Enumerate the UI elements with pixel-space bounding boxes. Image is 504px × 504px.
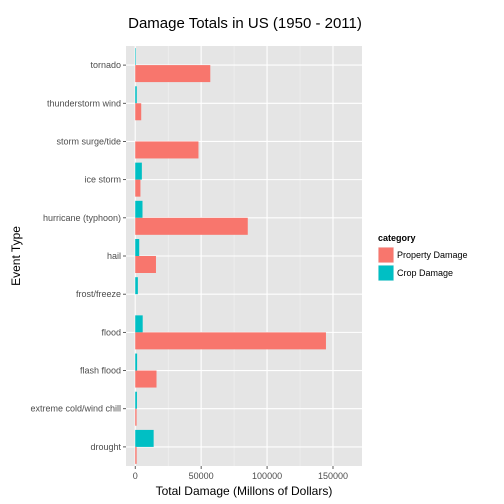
bar-property-damage [135, 65, 211, 83]
y-tick-label: flash flood [80, 366, 121, 376]
bar-property-damage [135, 370, 157, 388]
legend: category Property Damage Crop Damage [378, 233, 468, 281]
bar-crop-damage [135, 239, 140, 256]
bar-property-damage [135, 408, 137, 426]
bar-crop-damage [135, 48, 136, 66]
bar-crop-damage [135, 200, 143, 218]
y-tick-label: frost/freeze [76, 289, 121, 299]
legend-label: Property Damage [397, 250, 468, 260]
bar-property-damage [135, 179, 141, 197]
legend-label: Crop Damage [397, 268, 453, 278]
y-tick-label: flood [101, 327, 121, 337]
bar-crop-damage [135, 86, 137, 104]
bar-property-damage [135, 103, 142, 121]
legend-title: category [378, 233, 416, 243]
chart-title: Damage Totals in US (1950 - 2011) [128, 15, 362, 32]
bar-property-damage [135, 446, 137, 464]
bar-crop-damage [135, 162, 142, 180]
bar-property-damage [135, 141, 199, 159]
x-axis-ticks: 0 50000 100000 150000 [133, 466, 348, 481]
bar-crop-damage [135, 277, 138, 295]
y-axis-title: Event Type [9, 226, 23, 286]
bars [135, 48, 326, 464]
y-tick-label: extreme cold/wind chill [30, 404, 121, 414]
y-tick-label: hurricane (typhoon) [43, 213, 121, 223]
legend-swatch [378, 265, 394, 281]
bar-crop-damage [135, 315, 143, 333]
y-tick-label: storm surge/tide [56, 136, 121, 146]
y-tick-label: thunderstorm wind [47, 98, 121, 108]
x-tick-label: 150000 [318, 471, 348, 481]
y-tick-label: ice storm [84, 175, 121, 185]
bar-crop-damage [135, 429, 154, 447]
bar-crop-damage [135, 353, 138, 371]
x-axis-title: Total Damage (Millons of Dollars) [156, 484, 333, 498]
bar-property-damage [135, 217, 248, 235]
bar-crop-damage [135, 391, 137, 409]
y-axis-ticks: tornado thunderstorm wind storm surge/tide… [30, 60, 126, 452]
y-tick-label: tornado [90, 60, 121, 70]
legend-swatch [378, 247, 394, 263]
x-tick-label: 100000 [252, 471, 282, 481]
x-tick-label: 50000 [189, 471, 214, 481]
y-tick-label: hail [107, 251, 121, 261]
y-tick-label: drought [90, 442, 121, 452]
bar-property-damage [135, 332, 326, 350]
bar-property-damage [135, 256, 156, 273]
x-tick-label: 0 [133, 471, 138, 481]
